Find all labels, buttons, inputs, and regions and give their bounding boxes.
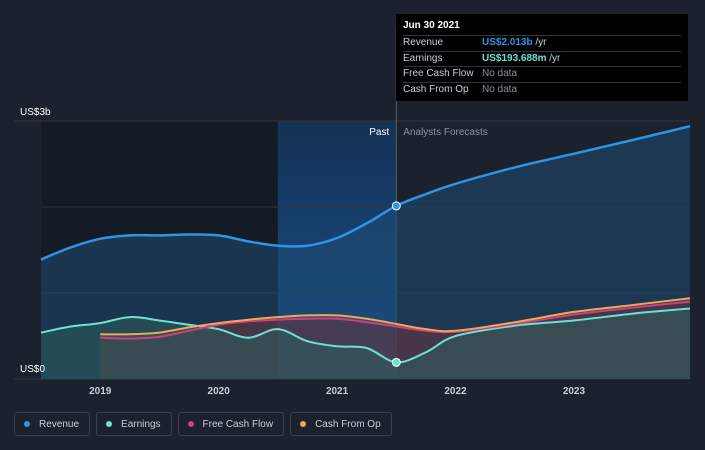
tooltip-row-free-cash-flow: Free Cash Flow No data xyxy=(403,67,681,83)
tooltip-row-cash-from-op: Cash From Op No data xyxy=(403,83,681,98)
series-area-revenue xyxy=(41,126,690,379)
legend-label: Earnings xyxy=(121,418,161,430)
tooltip-label: Earnings xyxy=(403,52,443,64)
legend-dot-icon xyxy=(187,421,194,427)
series-line-free-cash-flow xyxy=(100,300,691,340)
tooltip-row-revenue: Revenue US$2.013b /yr xyxy=(403,36,681,52)
tooltip-date: Jun 30 2021 xyxy=(403,19,681,36)
x-tick-label: 2023 xyxy=(563,386,586,397)
x-tick-label: 2020 xyxy=(208,386,231,397)
legend-item-revenue[interactable]: Revenue xyxy=(14,412,91,436)
series-area-earnings xyxy=(41,308,690,379)
series-line-cash-from-op xyxy=(100,297,691,336)
legend-item-cash-from-op[interactable]: Cash From Op xyxy=(290,412,392,436)
data-tooltip: Jun 30 2021 Revenue US$2.013b /yr Earnin… xyxy=(396,14,688,101)
highlight-point-earnings xyxy=(391,357,401,367)
tooltip-label: Free Cash Flow xyxy=(403,68,474,79)
series-line-revenue xyxy=(40,124,691,261)
tooltip-row-earnings: Earnings US$193.688m /yr xyxy=(403,52,681,67)
tooltip-label: Cash From Op xyxy=(403,83,469,95)
tooltip-value: No data xyxy=(482,83,518,95)
x-tick-label: 2019 xyxy=(89,386,112,397)
x-tick-label: 2021 xyxy=(326,386,349,397)
chart-legend: Revenue Earnings Free Cash Flow Cash Fro… xyxy=(14,412,392,436)
legend-label: Revenue xyxy=(39,418,80,430)
tooltip-value: No data xyxy=(482,68,518,79)
series-line-earnings xyxy=(40,307,691,364)
tooltip-label: Revenue xyxy=(403,37,444,48)
legend-dot-icon xyxy=(24,421,30,427)
legend-dot-icon xyxy=(106,421,113,427)
legend-item-free-cash-flow[interactable]: Free Cash Flow xyxy=(177,412,285,436)
legend-item-earnings[interactable]: Earnings xyxy=(96,412,172,436)
tooltip-unit: /yr xyxy=(532,37,547,48)
tooltip-value: US$2.013b xyxy=(482,37,533,48)
tooltip-unit: /yr xyxy=(546,52,561,64)
y-axis-top-label: US$3b xyxy=(20,107,51,118)
y-axis-bottom-label: US$0 xyxy=(20,364,45,375)
legend-label: Cash From Op xyxy=(315,418,381,430)
past-label: Past xyxy=(369,127,389,138)
forecast-label: Analysts Forecasts xyxy=(403,127,487,138)
tooltip-value: US$193.688m xyxy=(482,52,547,64)
x-tick-label: 2022 xyxy=(444,386,467,397)
highlight-point-revenue xyxy=(391,201,401,211)
legend-label: Free Cash Flow xyxy=(202,418,274,430)
legend-dot-icon xyxy=(300,421,307,427)
